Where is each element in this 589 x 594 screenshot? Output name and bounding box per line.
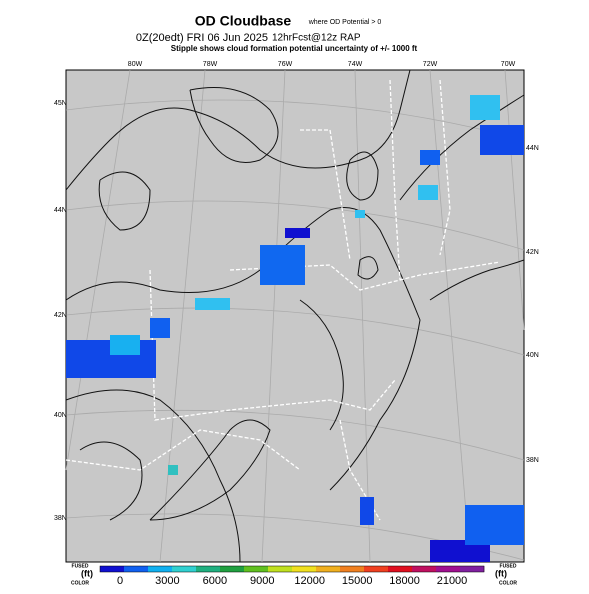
lon-label: 80W [128, 61, 143, 68]
cloud-cells [66, 95, 524, 562]
map [65, 69, 525, 563]
colorbar-swatch [364, 566, 389, 572]
lat-label: 38N [526, 457, 539, 464]
colorbar-swatch [460, 566, 485, 572]
colorbar-swatch [388, 566, 413, 572]
colorbar-swatch [172, 566, 197, 572]
colorbar-label: 18000 [389, 575, 420, 587]
lat-label: 42N [526, 249, 539, 256]
colorbar-label: 12000 [294, 575, 325, 587]
colorbar-label: 21000 [437, 575, 468, 587]
colorbar-frame [99, 565, 485, 573]
lat-label: 44N [54, 207, 67, 214]
colorbar-unit: (ft) [81, 568, 93, 578]
colorbar-label: 6000 [203, 575, 227, 587]
colorbar-swatch [220, 566, 245, 572]
lat-label: 40N [54, 412, 67, 419]
colorbar-swatch [436, 566, 461, 572]
colorbar-swatch [292, 566, 317, 572]
title: OD Cloudbase [195, 13, 292, 29]
colorbar-swatch [124, 566, 149, 572]
lat-label: 45N [54, 100, 67, 107]
title-note: where OD Potential > 0 [308, 19, 382, 26]
colorbar: 0 3000 6000 9000 12000 15000 18000 21000FUSED(f… [71, 563, 517, 587]
lon-label: 78W [203, 61, 218, 68]
colorbar-swatch [100, 566, 125, 572]
colorbar-swatch [148, 566, 173, 572]
colorbar-label: 15000 [342, 575, 373, 587]
subtitle: Stipple shows cloud formation potential … [171, 44, 418, 53]
colorbar-swatch [196, 566, 221, 572]
colorbar-swatch [244, 566, 269, 572]
colorbar-right-label: FUSED [500, 563, 517, 569]
map-labels: 80W 78W 76W 74W 72W 70W 45N 44N 42N 40N 38N 44N 42N 4… [54, 61, 539, 522]
colorbar-swatch [316, 566, 341, 572]
colorbar-right-note: COLOR [499, 580, 517, 586]
colorbar-swatch [412, 566, 437, 572]
colorbar-label: 9000 [250, 575, 274, 587]
lon-label: 70W [501, 61, 516, 68]
colorbar-swatch [268, 566, 293, 572]
colorbar-left-note: COLOR [71, 580, 89, 586]
lon-label: 72W [423, 61, 438, 68]
lat-label: 38N [54, 515, 67, 522]
colorbar-swatch [340, 566, 365, 572]
lat-label: 44N [526, 145, 539, 152]
colorbar-label: 0 [117, 575, 123, 587]
colorbar-unit: (ft) [495, 568, 507, 578]
lat-label: 40N [526, 352, 539, 359]
colorbar-left-label: FUSED [72, 563, 89, 569]
colorbar-label: 3000 [155, 575, 179, 587]
valid-time: 0Z(20edt) FRI 06 Jun 2025 [136, 32, 268, 44]
run-info: 12hrFcst@12z RAP [272, 33, 361, 44]
lon-label: 74W [348, 61, 363, 68]
lon-label: 76W [278, 61, 293, 68]
lat-label: 42N [54, 312, 67, 319]
